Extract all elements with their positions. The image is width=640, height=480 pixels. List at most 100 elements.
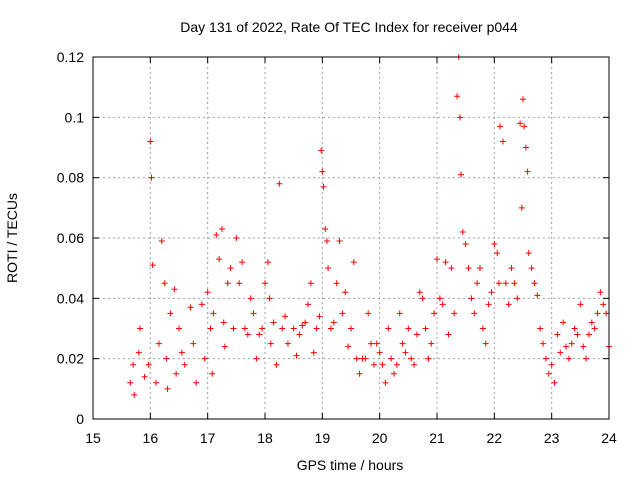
data-point	[468, 295, 475, 302]
data-point	[528, 265, 535, 272]
data-point	[408, 355, 415, 362]
plot-area	[127, 54, 612, 398]
data-point	[233, 235, 240, 241]
data-point	[591, 325, 598, 332]
data-point	[585, 331, 592, 338]
data-point	[220, 319, 227, 326]
data-point	[448, 265, 455, 272]
data-point	[517, 120, 524, 127]
x-tick-label: 23	[544, 430, 560, 446]
data-point	[436, 295, 443, 302]
data-point	[167, 310, 174, 317]
data-point	[459, 228, 466, 235]
data-point	[548, 361, 555, 368]
data-point	[445, 331, 452, 338]
data-point	[327, 325, 334, 332]
data-point	[221, 343, 228, 350]
data-point	[508, 265, 515, 272]
data-point	[388, 355, 395, 362]
data-point	[520, 96, 526, 103]
data-point	[190, 340, 197, 347]
data-point	[149, 262, 156, 269]
x-tick-label: 21	[429, 430, 445, 446]
data-point	[451, 310, 458, 317]
data-point	[482, 340, 489, 347]
data-point	[514, 295, 521, 302]
data-point	[356, 370, 363, 377]
data-point	[545, 370, 552, 377]
data-point	[130, 361, 137, 368]
data-point	[284, 340, 291, 347]
data-point	[299, 322, 306, 329]
data-point	[416, 289, 423, 296]
data-point	[382, 379, 389, 386]
data-point	[145, 361, 152, 368]
data-point	[207, 325, 214, 332]
data-point	[147, 138, 154, 145]
data-point	[522, 144, 529, 151]
data-point	[155, 340, 162, 347]
data-point	[163, 355, 170, 362]
data-point	[495, 280, 502, 287]
data-point	[333, 280, 340, 287]
x-tick-label: 16	[143, 430, 159, 446]
data-point	[518, 204, 525, 211]
data-point	[577, 301, 584, 308]
data-point	[365, 310, 372, 317]
data-point	[583, 355, 590, 362]
data-point	[413, 331, 420, 338]
data-point	[439, 301, 446, 308]
data-point	[282, 313, 289, 320]
data-point	[370, 361, 377, 368]
x-axis: 15 16 17 18 19 20 21 22 23 24	[85, 57, 617, 446]
data-point	[565, 355, 572, 362]
y-tick-label: 0.1	[65, 109, 85, 125]
data-point	[178, 349, 185, 356]
data-point	[253, 355, 260, 362]
data-point	[379, 361, 386, 368]
data-point	[411, 361, 418, 368]
data-point	[368, 340, 375, 347]
data-point	[276, 180, 283, 187]
data-point	[580, 343, 587, 350]
x-tick-label: 18	[257, 430, 273, 446]
data-point	[213, 231, 220, 238]
data-point	[600, 301, 607, 308]
data-point	[458, 171, 465, 178]
data-point	[497, 123, 504, 130]
y-axis-label: ROTI / TECUs	[4, 193, 20, 283]
data-point	[316, 313, 323, 320]
data-point	[551, 379, 558, 386]
data-point	[419, 295, 426, 302]
data-point	[198, 301, 205, 308]
data-point	[296, 331, 303, 338]
data-point	[402, 349, 409, 356]
data-point	[293, 352, 300, 359]
data-point	[322, 225, 329, 232]
data-point	[376, 349, 383, 356]
data-point	[499, 138, 506, 145]
data-point	[141, 373, 148, 380]
data-point	[597, 289, 604, 296]
data-point	[320, 183, 327, 190]
data-point	[236, 280, 243, 287]
data-point	[267, 340, 274, 347]
data-point	[571, 325, 578, 332]
data-point	[270, 319, 277, 326]
data-point	[259, 325, 266, 332]
data-point	[224, 280, 231, 287]
data-point	[485, 301, 492, 308]
data-point	[319, 168, 326, 175]
data-point	[511, 280, 518, 287]
data-point	[148, 174, 155, 181]
data-point	[471, 310, 478, 317]
data-point	[405, 325, 412, 332]
x-tick-label: 17	[200, 430, 216, 446]
data-point	[345, 343, 352, 350]
data-point	[305, 301, 311, 308]
data-point	[568, 340, 575, 347]
data-point	[176, 325, 182, 332]
data-point	[479, 325, 486, 332]
data-point	[227, 265, 234, 272]
data-point	[210, 310, 217, 317]
